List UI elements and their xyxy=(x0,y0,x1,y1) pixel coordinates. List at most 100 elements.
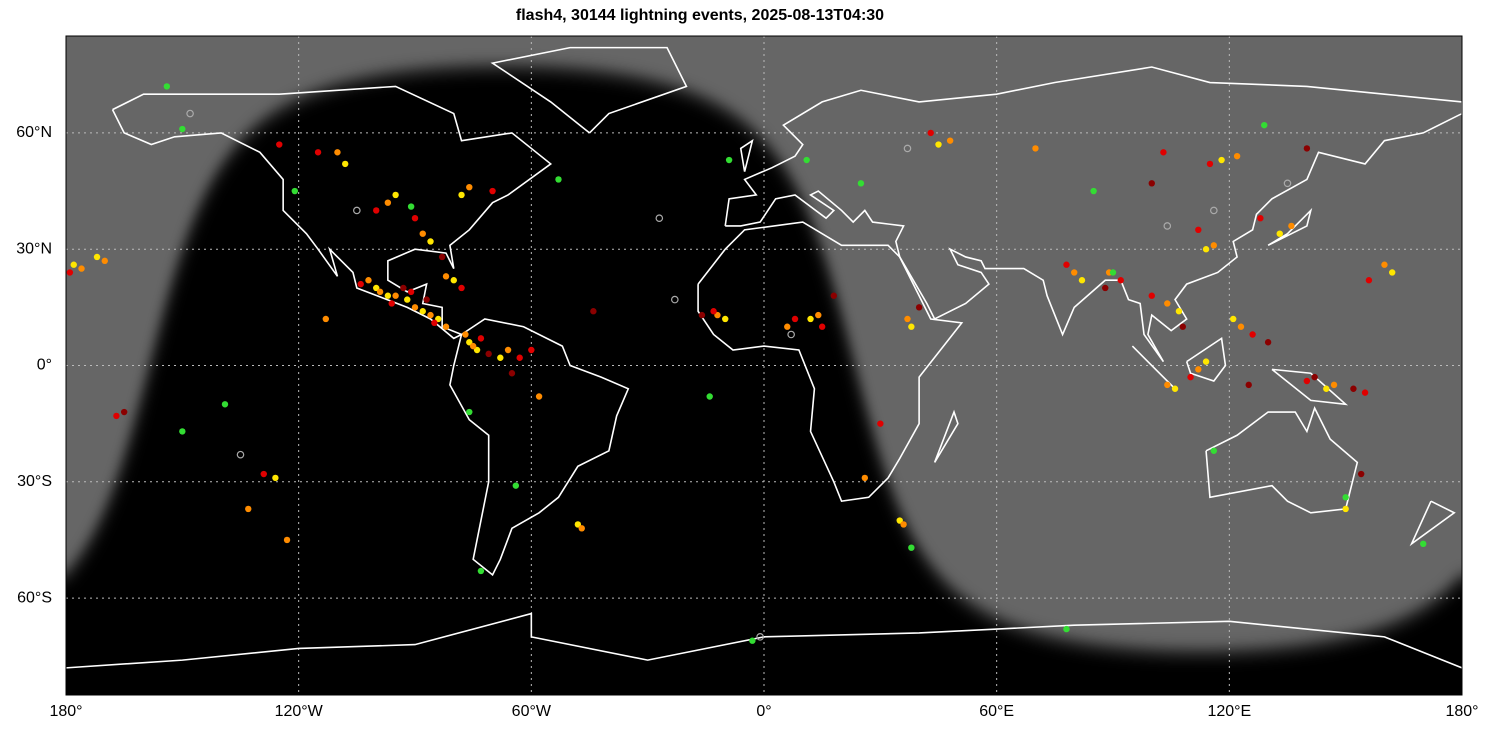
lightning-point xyxy=(818,323,826,330)
lightning-point xyxy=(1323,385,1330,392)
lightning-point xyxy=(1163,222,1172,230)
lightning-point xyxy=(1303,377,1311,385)
lightning-point xyxy=(787,330,795,339)
lightning-point xyxy=(392,191,399,199)
coastline xyxy=(1271,368,1349,406)
lightning-point xyxy=(1117,277,1124,284)
lightning-point xyxy=(357,280,364,288)
lightning-point xyxy=(908,544,915,551)
lightning-point xyxy=(791,315,799,323)
lightning-point xyxy=(423,296,430,303)
lightning-point xyxy=(384,292,392,299)
x-tick-label: 120°W xyxy=(275,703,324,720)
lightning-point xyxy=(1179,323,1187,330)
lightning-point xyxy=(896,517,903,524)
lightning-point xyxy=(388,300,395,307)
lightning-point xyxy=(1350,385,1357,392)
lightning-point xyxy=(458,284,465,292)
lightning-point xyxy=(120,408,128,416)
lightning-point xyxy=(1257,214,1264,222)
lightning-point xyxy=(163,83,171,90)
lightning-point xyxy=(93,253,101,261)
lightning-point xyxy=(236,450,245,459)
coastline xyxy=(490,46,688,134)
chart-title: flash4, 30144 lightning events, 2025-08-… xyxy=(516,7,884,24)
lightning-point xyxy=(291,187,298,195)
lightning-point xyxy=(706,393,713,400)
lightning-point xyxy=(458,191,465,199)
lightning-point xyxy=(179,125,186,133)
lightning-point xyxy=(504,346,512,354)
lightning-point xyxy=(1148,180,1155,187)
coastline xyxy=(739,138,754,172)
lightning-point xyxy=(442,273,450,280)
grid-layer xyxy=(66,36,1462,695)
plot-frame xyxy=(65,35,1463,696)
lightning-point xyxy=(671,295,679,304)
coast-layer xyxy=(66,46,1462,669)
x-tick-label: 180° xyxy=(1445,703,1478,720)
lightning-point xyxy=(1206,160,1214,168)
lightning-point xyxy=(260,470,267,478)
lightning-point xyxy=(1330,381,1338,389)
lightning-point xyxy=(342,160,349,168)
lightning-point xyxy=(877,420,884,427)
lightning-point xyxy=(807,315,814,323)
lightning-point xyxy=(714,311,721,319)
lightning-point xyxy=(512,482,520,489)
lightning-point xyxy=(276,141,283,148)
coastline xyxy=(66,612,1462,669)
lightning-point xyxy=(722,315,729,323)
lightning-point xyxy=(473,346,481,354)
lightning-point xyxy=(497,354,504,361)
lightning-point xyxy=(1218,156,1225,164)
coastline xyxy=(1185,336,1227,382)
lightning-point xyxy=(272,474,279,482)
lightning-point xyxy=(698,311,706,319)
coastline xyxy=(111,85,553,340)
y-tick-label: 60°S xyxy=(17,589,52,606)
lightning-point xyxy=(404,296,411,303)
lightning-point xyxy=(1261,121,1268,129)
lightning-point xyxy=(1342,494,1349,501)
lightning-point xyxy=(1230,315,1237,323)
lightning-point xyxy=(373,284,380,292)
y-tick-label: 30°S xyxy=(17,473,52,490)
lightning-point xyxy=(435,315,442,323)
lightning-point xyxy=(376,288,384,296)
lightning-point xyxy=(365,277,372,284)
lightning-point xyxy=(78,265,85,272)
lightning-point xyxy=(830,292,837,299)
lightning-point xyxy=(477,335,485,342)
lightning-point xyxy=(1342,505,1349,513)
lightning-point xyxy=(1175,308,1183,315)
lightning-point xyxy=(1237,323,1245,330)
lightning-point xyxy=(1171,385,1179,392)
lightning-point xyxy=(1389,269,1396,276)
lightning-point xyxy=(1071,269,1078,276)
lightning-point xyxy=(283,536,291,544)
coastline xyxy=(449,318,630,577)
lightning-point xyxy=(179,428,186,435)
lightning-point xyxy=(1210,447,1218,454)
lightning-point xyxy=(935,141,942,148)
lightning-point xyxy=(186,109,194,118)
x-tick-label: 180° xyxy=(49,703,82,720)
lightning-point xyxy=(392,292,399,299)
lightning-point xyxy=(1361,389,1369,396)
lightning-point xyxy=(462,331,469,338)
lightning-point xyxy=(1202,358,1210,365)
x-tick-label: 120°E xyxy=(1207,703,1251,720)
x-tick-label: 0° xyxy=(756,703,771,720)
lightning-point xyxy=(574,521,582,528)
lightning-point xyxy=(1102,284,1109,292)
y-tick-label: 30°N xyxy=(16,240,52,257)
coastline xyxy=(933,409,959,463)
lightning-point xyxy=(477,567,485,575)
lightning-point xyxy=(1202,246,1210,253)
lightning-point xyxy=(221,401,229,408)
lightning-point xyxy=(427,238,434,245)
lightning-point xyxy=(438,253,446,261)
lightning-point xyxy=(384,199,392,206)
